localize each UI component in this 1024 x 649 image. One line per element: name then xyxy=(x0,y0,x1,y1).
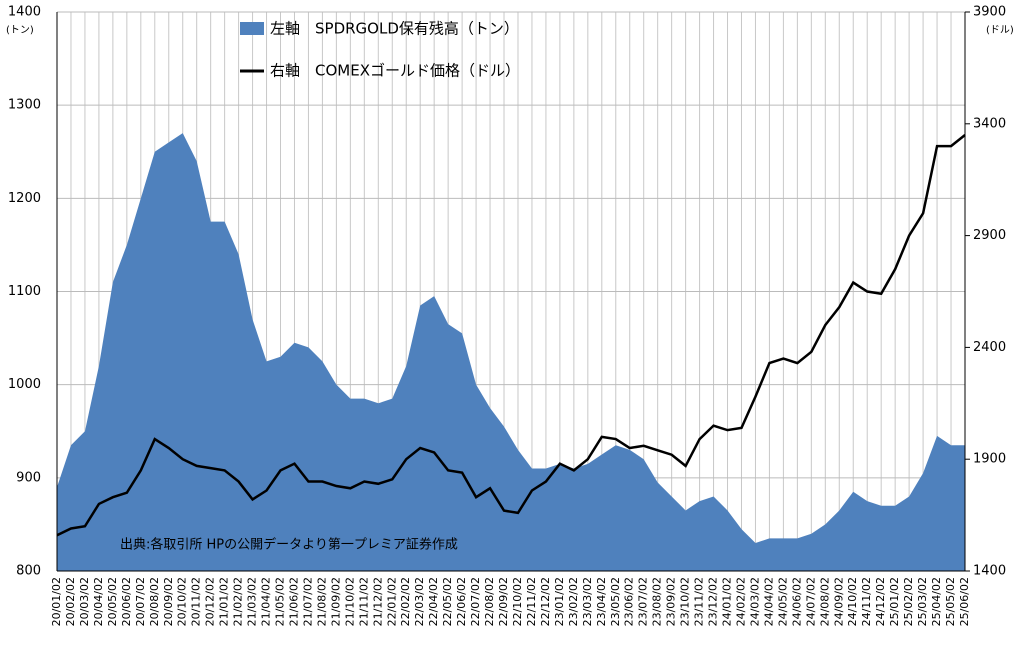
x-tick-label: 24/04/02 xyxy=(762,577,775,626)
y2-tick-label: 2900 xyxy=(973,228,1006,243)
x-tick-label: 25/05/02 xyxy=(944,577,957,626)
x-tick-label: 22/01/02 xyxy=(385,577,398,626)
x-tick-label: 20/02/02 xyxy=(64,577,77,626)
x-tick-label: 24/12/02 xyxy=(874,577,887,626)
x-tick-label: 22/04/02 xyxy=(427,577,440,626)
y2-unit: (ドル) xyxy=(986,25,1014,36)
x-tick-label: 21/12/02 xyxy=(371,577,384,626)
annotation: 出典:各取引所 HPの公開データより第一プレミア証券作成 xyxy=(120,537,458,553)
x-tick-label: 21/04/02 xyxy=(260,577,273,626)
x-tick-label: 23/06/02 xyxy=(623,577,636,626)
x-tick-label: 24/02/02 xyxy=(734,577,747,626)
x-tick-label: 25/02/02 xyxy=(902,577,915,626)
y-tick-label: 1000 xyxy=(8,377,41,392)
x-tick-label: 21/01/02 xyxy=(218,577,231,626)
legend-label: 左軸 SPDRGOLD保有残高（トン） xyxy=(270,20,519,38)
y-tick-label: 1100 xyxy=(8,284,41,299)
y-tick-label: 900 xyxy=(16,470,41,485)
x-tick-label: 20/10/02 xyxy=(176,577,189,626)
x-tick-label: 24/08/02 xyxy=(818,577,831,626)
x-tick-label: 21/11/02 xyxy=(357,577,370,626)
x-tick-label: 24/11/02 xyxy=(860,577,873,626)
x-tick-label: 24/07/02 xyxy=(804,577,817,626)
y2-tick-label: 1900 xyxy=(973,452,1006,467)
x-tick-label: 23/05/02 xyxy=(609,577,622,626)
legend-swatch xyxy=(240,22,264,35)
x-tick-label: 20/06/02 xyxy=(120,577,133,626)
x-tick-label: 20/01/02 xyxy=(50,577,63,626)
y-tick-label: 1300 xyxy=(8,98,41,113)
x-tick-label: 24/09/02 xyxy=(832,577,845,626)
x-tick-label: 22/10/02 xyxy=(511,577,524,626)
x-tick-label: 24/03/02 xyxy=(748,577,761,626)
x-tick-label: 25/01/02 xyxy=(888,577,901,626)
y2-tick-label: 3400 xyxy=(973,116,1006,131)
x-tick-label: 22/09/02 xyxy=(497,577,510,626)
x-tick-label: 22/05/02 xyxy=(441,577,454,626)
x-tick-label: 22/08/02 xyxy=(483,577,496,626)
line xyxy=(56,134,966,537)
x-tick-label: 23/12/02 xyxy=(707,577,720,626)
x-tick-label: 22/02/02 xyxy=(399,577,412,626)
x-tick-label: 23/08/02 xyxy=(651,577,664,626)
x-tick-label: 20/04/02 xyxy=(92,577,105,626)
x-tick-label: 21/10/02 xyxy=(343,577,356,626)
x-tick-label: 22/06/02 xyxy=(455,577,468,626)
x-tick-label: 23/01/02 xyxy=(553,577,566,626)
x-tick-label: 25/06/02 xyxy=(958,577,971,626)
x-tick-label: 23/09/02 xyxy=(665,577,678,626)
x-tick-label: 20/05/02 xyxy=(106,577,119,626)
y2-tick-label: 3900 xyxy=(973,5,1006,20)
x-tick-label: 23/11/02 xyxy=(693,577,706,626)
x-tick-label: 21/02/02 xyxy=(232,577,245,626)
area xyxy=(57,133,965,571)
x-tick-label: 24/05/02 xyxy=(776,577,789,626)
x-tick-label: 22/12/02 xyxy=(539,577,552,626)
x-tick-label: 20/08/02 xyxy=(148,577,161,626)
x-tick-label: 23/03/02 xyxy=(581,577,594,626)
y2-tick-label: 2400 xyxy=(973,340,1006,355)
legend-label: 右軸 COMEXゴールド価格（ドル） xyxy=(270,62,520,80)
x-tick-label: 22/07/02 xyxy=(469,577,482,626)
x-tick-label: 23/07/02 xyxy=(637,577,650,626)
x-tick-label: 23/02/02 xyxy=(567,577,580,626)
x-tick-label: 24/01/02 xyxy=(721,577,734,626)
x-tick-label: 20/12/02 xyxy=(204,577,217,626)
x-tick-label: 20/11/02 xyxy=(190,577,203,626)
x-tick-label: 20/09/02 xyxy=(162,577,175,626)
x-tick-label: 25/04/02 xyxy=(930,577,943,626)
x-tick-label: 23/10/02 xyxy=(679,577,692,626)
y-tick-label: 800 xyxy=(16,564,41,579)
x-tick-label: 23/04/02 xyxy=(595,577,608,626)
x-tick-label: 21/06/02 xyxy=(287,577,300,626)
x-tick-label: 21/08/02 xyxy=(315,577,328,626)
y-tick-label: 1400 xyxy=(8,5,41,20)
x-tick-label: 21/05/02 xyxy=(274,577,287,626)
x-tick-label: 22/03/02 xyxy=(413,577,426,626)
x-tick-label: 21/07/02 xyxy=(301,577,314,626)
y-unit: (トン) xyxy=(6,25,34,36)
x-tick-label: 24/06/02 xyxy=(790,577,803,626)
x-tick-label: 20/03/02 xyxy=(78,577,91,626)
y-tick-label: 1200 xyxy=(8,191,41,206)
x-tick-label: 21/09/02 xyxy=(329,577,342,626)
y2-tick-label: 1400 xyxy=(973,564,1006,579)
x-tick-label: 21/03/02 xyxy=(246,577,259,626)
x-tick-label: 20/07/02 xyxy=(134,577,147,626)
x-tick-label: 22/11/02 xyxy=(525,577,538,626)
x-tick-label: 25/03/02 xyxy=(916,577,929,626)
x-tick-label: 24/10/02 xyxy=(846,577,859,626)
